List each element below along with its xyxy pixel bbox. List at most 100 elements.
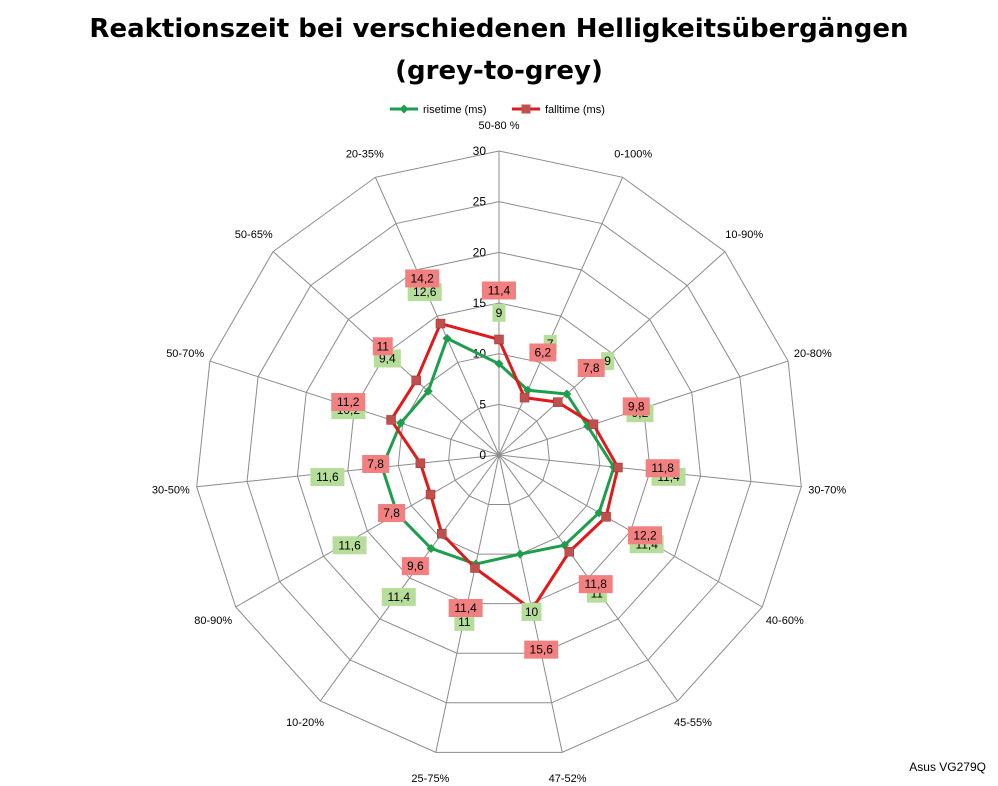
data-label-bg xyxy=(372,337,393,356)
watermark: Asus VG279Q xyxy=(909,760,986,774)
data-point xyxy=(562,389,572,399)
grid-ring xyxy=(196,150,802,753)
legend-marker xyxy=(399,104,409,114)
category-label: 80-90% xyxy=(194,615,232,627)
data-label-bg xyxy=(378,504,406,523)
data-point xyxy=(423,386,433,396)
data-label-bg xyxy=(577,359,605,378)
radial-tick-label: 0 xyxy=(479,448,486,462)
data-point xyxy=(386,415,396,425)
grid-ring xyxy=(246,201,752,704)
data-label: 11 xyxy=(376,339,389,353)
data-label: 11,4 xyxy=(488,283,511,297)
data-label: 15,6 xyxy=(530,643,554,657)
data-label: 12,6 xyxy=(413,285,437,299)
data-point xyxy=(396,418,406,428)
chart-title: Reaktionszeit bei verschiedenen Helligke… xyxy=(89,14,909,86)
category-label: 20-80% xyxy=(794,348,832,360)
data-label-bg xyxy=(362,454,390,473)
data-label: 9 xyxy=(604,354,611,368)
data-point xyxy=(613,462,623,473)
category-label: 0-100% xyxy=(614,149,652,161)
data-point xyxy=(523,385,533,395)
data-label: 11,6 xyxy=(316,470,339,484)
data-label: 7,8 xyxy=(367,457,384,471)
data-label-bg xyxy=(622,397,650,416)
radial-tick-label: 5 xyxy=(479,397,486,411)
data-label-bg xyxy=(405,269,440,288)
data-point xyxy=(425,489,436,500)
data-label: 9 xyxy=(496,306,503,320)
grid-spoke xyxy=(319,454,500,702)
data-label-bg xyxy=(407,283,442,302)
category-label: 10-20% xyxy=(286,717,324,729)
series-line xyxy=(389,322,620,612)
data-label-bg xyxy=(645,459,680,478)
data-label: 11 xyxy=(458,615,471,629)
grid-spoke xyxy=(374,177,500,456)
data-label: 7,8 xyxy=(383,506,400,520)
grid-ring xyxy=(397,353,601,555)
data-label: 12,2 xyxy=(633,528,657,542)
data-label: 9,8 xyxy=(628,399,645,413)
data-point xyxy=(519,392,530,403)
legend-label: falltime (ms) xyxy=(545,104,605,116)
category-label: 20-35% xyxy=(346,149,384,161)
data-point xyxy=(426,543,436,553)
data-label-bg xyxy=(578,575,613,594)
radial-tick-label: 15 xyxy=(473,296,487,310)
data-label: 11,4 xyxy=(454,601,477,615)
data-label-bg xyxy=(628,526,663,545)
category-label: 10-90% xyxy=(725,229,763,241)
data-point xyxy=(442,333,452,343)
category-label: 40-60% xyxy=(766,615,804,627)
category-label: 50-80 % xyxy=(479,120,520,132)
grid-spoke xyxy=(196,454,500,488)
data-label: 6,2 xyxy=(535,345,552,359)
category-label: 47-52% xyxy=(549,773,587,785)
grid-ring xyxy=(448,403,550,506)
data-label: 11,4 xyxy=(388,590,411,604)
data-label: 11,8 xyxy=(651,461,674,475)
data-point xyxy=(594,508,604,518)
data-label: 11,8 xyxy=(584,577,607,591)
data-point xyxy=(435,318,446,329)
data-label: 11,2 xyxy=(337,395,360,409)
data-point xyxy=(601,512,611,522)
grid-ring xyxy=(347,302,651,605)
grid-spoke xyxy=(235,454,500,608)
data-label-bg xyxy=(454,612,475,631)
category-label: 50-65% xyxy=(235,229,273,241)
data-point xyxy=(552,397,563,407)
data-label-bg xyxy=(331,393,366,412)
data-point xyxy=(470,563,480,573)
grid-spoke xyxy=(498,177,624,456)
radial-tick-label: 20 xyxy=(473,245,487,259)
series-line xyxy=(380,336,616,566)
data-point xyxy=(564,546,575,557)
legend-marker xyxy=(521,104,531,114)
category-label: 30-50% xyxy=(152,484,190,496)
category-label: 30-70% xyxy=(808,484,846,496)
data-label-bg xyxy=(310,468,345,487)
data-label-bg xyxy=(529,343,557,362)
data-point xyxy=(437,528,447,539)
data-label-bg xyxy=(521,602,542,621)
data-label-bg xyxy=(381,587,416,606)
data-point xyxy=(588,419,599,430)
radial-tick-label: 30 xyxy=(473,144,487,158)
data-label-bg xyxy=(448,599,483,618)
category-label: 45-55% xyxy=(674,717,712,729)
data-point xyxy=(411,375,421,386)
data-label: 7,8 xyxy=(583,361,600,375)
data-label-bg xyxy=(482,281,516,300)
data-label: 9,6 xyxy=(407,559,424,573)
data-label-bg xyxy=(492,303,506,322)
data-label-bg xyxy=(401,557,429,576)
data-point xyxy=(415,458,426,469)
category-label: 25-75% xyxy=(411,773,449,785)
data-point xyxy=(494,359,504,369)
data-label: 11,6 xyxy=(338,538,361,552)
grid-ring xyxy=(296,251,702,654)
